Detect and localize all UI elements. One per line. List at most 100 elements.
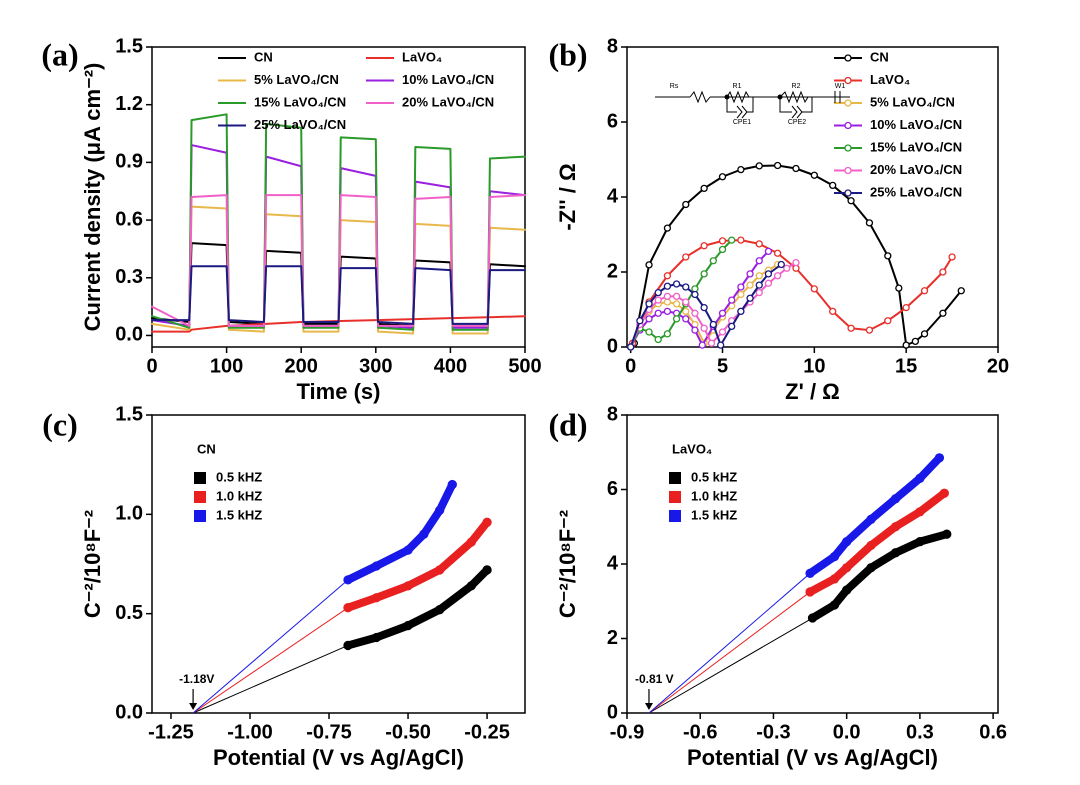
data-point	[915, 507, 925, 517]
circuit-label: R1	[733, 83, 742, 90]
fit-line	[192, 607, 349, 714]
plot-frame	[151, 414, 526, 714]
data-point	[737, 236, 745, 244]
data-point	[645, 261, 653, 269]
y-tick-label: 8	[607, 35, 618, 57]
legend-label: 1.0 kHZ	[216, 488, 262, 503]
data-point	[700, 184, 708, 193]
legend-swatch	[194, 491, 206, 503]
data-point	[737, 165, 745, 174]
data-point	[717, 341, 725, 349]
data-point	[636, 317, 644, 325]
data-point	[371, 632, 382, 643]
data-point	[343, 603, 353, 613]
data-point	[672, 300, 681, 308]
annotation-arrowhead	[189, 703, 198, 710]
x-tick-label: 500	[508, 355, 541, 377]
data-point	[773, 272, 782, 280]
data-point	[709, 257, 717, 265]
data-point	[682, 315, 690, 323]
data-point	[866, 514, 876, 524]
y-tick-label: 4	[607, 185, 619, 207]
legend-marker	[844, 144, 852, 152]
data-point	[447, 479, 457, 490]
data-point	[764, 247, 773, 256]
series-line	[629, 250, 770, 348]
x-tick-label: 10	[803, 355, 825, 377]
data-point	[737, 290, 745, 299]
data-point	[700, 324, 708, 332]
data-point	[435, 565, 445, 575]
data-point	[920, 330, 929, 338]
panel-label: (c)	[42, 406, 78, 442]
x-tick-label: 15	[895, 355, 917, 377]
data-point	[755, 288, 763, 297]
data-point	[847, 324, 855, 332]
data-point	[663, 272, 672, 280]
data-point	[764, 270, 773, 278]
data-point	[865, 219, 874, 227]
y-tick-label: 0	[607, 701, 618, 723]
data-point	[709, 320, 717, 329]
circuit-label: CPE2	[788, 119, 806, 126]
legend-label: 5% LaVO₄/CN	[254, 72, 339, 87]
x-tick-label: 0	[146, 355, 157, 377]
data-point	[773, 161, 782, 170]
y-axis-title: Current density (μA cm⁻²)	[80, 63, 105, 332]
fit-line	[192, 644, 349, 714]
legend-swatch	[669, 472, 681, 484]
y-tick-label: 1.0	[115, 503, 143, 525]
data-point	[842, 563, 852, 573]
data-point	[645, 300, 653, 308]
data-point	[865, 326, 874, 334]
x-axis-title: Z' / Ω	[785, 379, 840, 404]
x-tick-label: -1.00	[227, 721, 273, 743]
legend-swatch	[194, 510, 206, 522]
data-point	[807, 613, 818, 623]
data-point	[829, 307, 837, 316]
data-point	[792, 164, 800, 173]
y-axis-title: -Z'' / Ω	[555, 163, 580, 230]
data-point	[755, 272, 763, 280]
y-tick-label: 1.5	[115, 35, 143, 57]
data-point	[403, 581, 413, 591]
data-point	[884, 317, 892, 325]
legend-label: CN	[870, 49, 889, 64]
y-tick-label: 0.3	[115, 266, 143, 288]
x-tick-label: -0.50	[385, 721, 431, 743]
x-tick-label: -0.75	[306, 721, 352, 743]
data-point	[654, 288, 662, 297]
x-axis-title: Potential (V vs Ag/AgCl)	[687, 745, 938, 770]
data-point	[829, 181, 837, 190]
legend-marker	[844, 76, 852, 85]
annotation: -0.81 V	[635, 672, 674, 686]
x-tick-label: -0.3	[756, 721, 790, 743]
data-point	[948, 253, 956, 261]
data-point	[764, 279, 773, 287]
data-point	[700, 270, 708, 278]
data-point	[890, 548, 901, 558]
legend-label: 25% LaVO₄/CN	[254, 117, 346, 132]
data-point	[691, 290, 699, 299]
data-point	[957, 287, 965, 295]
data-point	[698, 341, 706, 349]
y-tick-label: 0.0	[115, 324, 143, 346]
legend-label: CN	[254, 49, 273, 64]
legend-label: 10% LaVO₄/CN	[402, 72, 494, 87]
data-point	[718, 237, 727, 245]
legend-swatch	[669, 491, 681, 503]
y-tick-label: 6	[607, 110, 618, 132]
y-tick-label: 2	[607, 260, 618, 282]
data-point	[755, 281, 763, 289]
data-point	[663, 307, 672, 316]
data-point	[482, 517, 492, 527]
data-point	[403, 620, 413, 631]
y-tick-label: 0.9	[115, 151, 143, 173]
data-point	[777, 260, 785, 269]
y-axis-title: C⁻²/10⁸F⁻²	[80, 510, 105, 618]
legend-swatch	[194, 472, 206, 484]
data-point	[737, 283, 745, 291]
data-point	[663, 330, 672, 338]
data-point	[371, 593, 382, 603]
legend-label: 10% LaVO₄/CN	[870, 117, 962, 132]
